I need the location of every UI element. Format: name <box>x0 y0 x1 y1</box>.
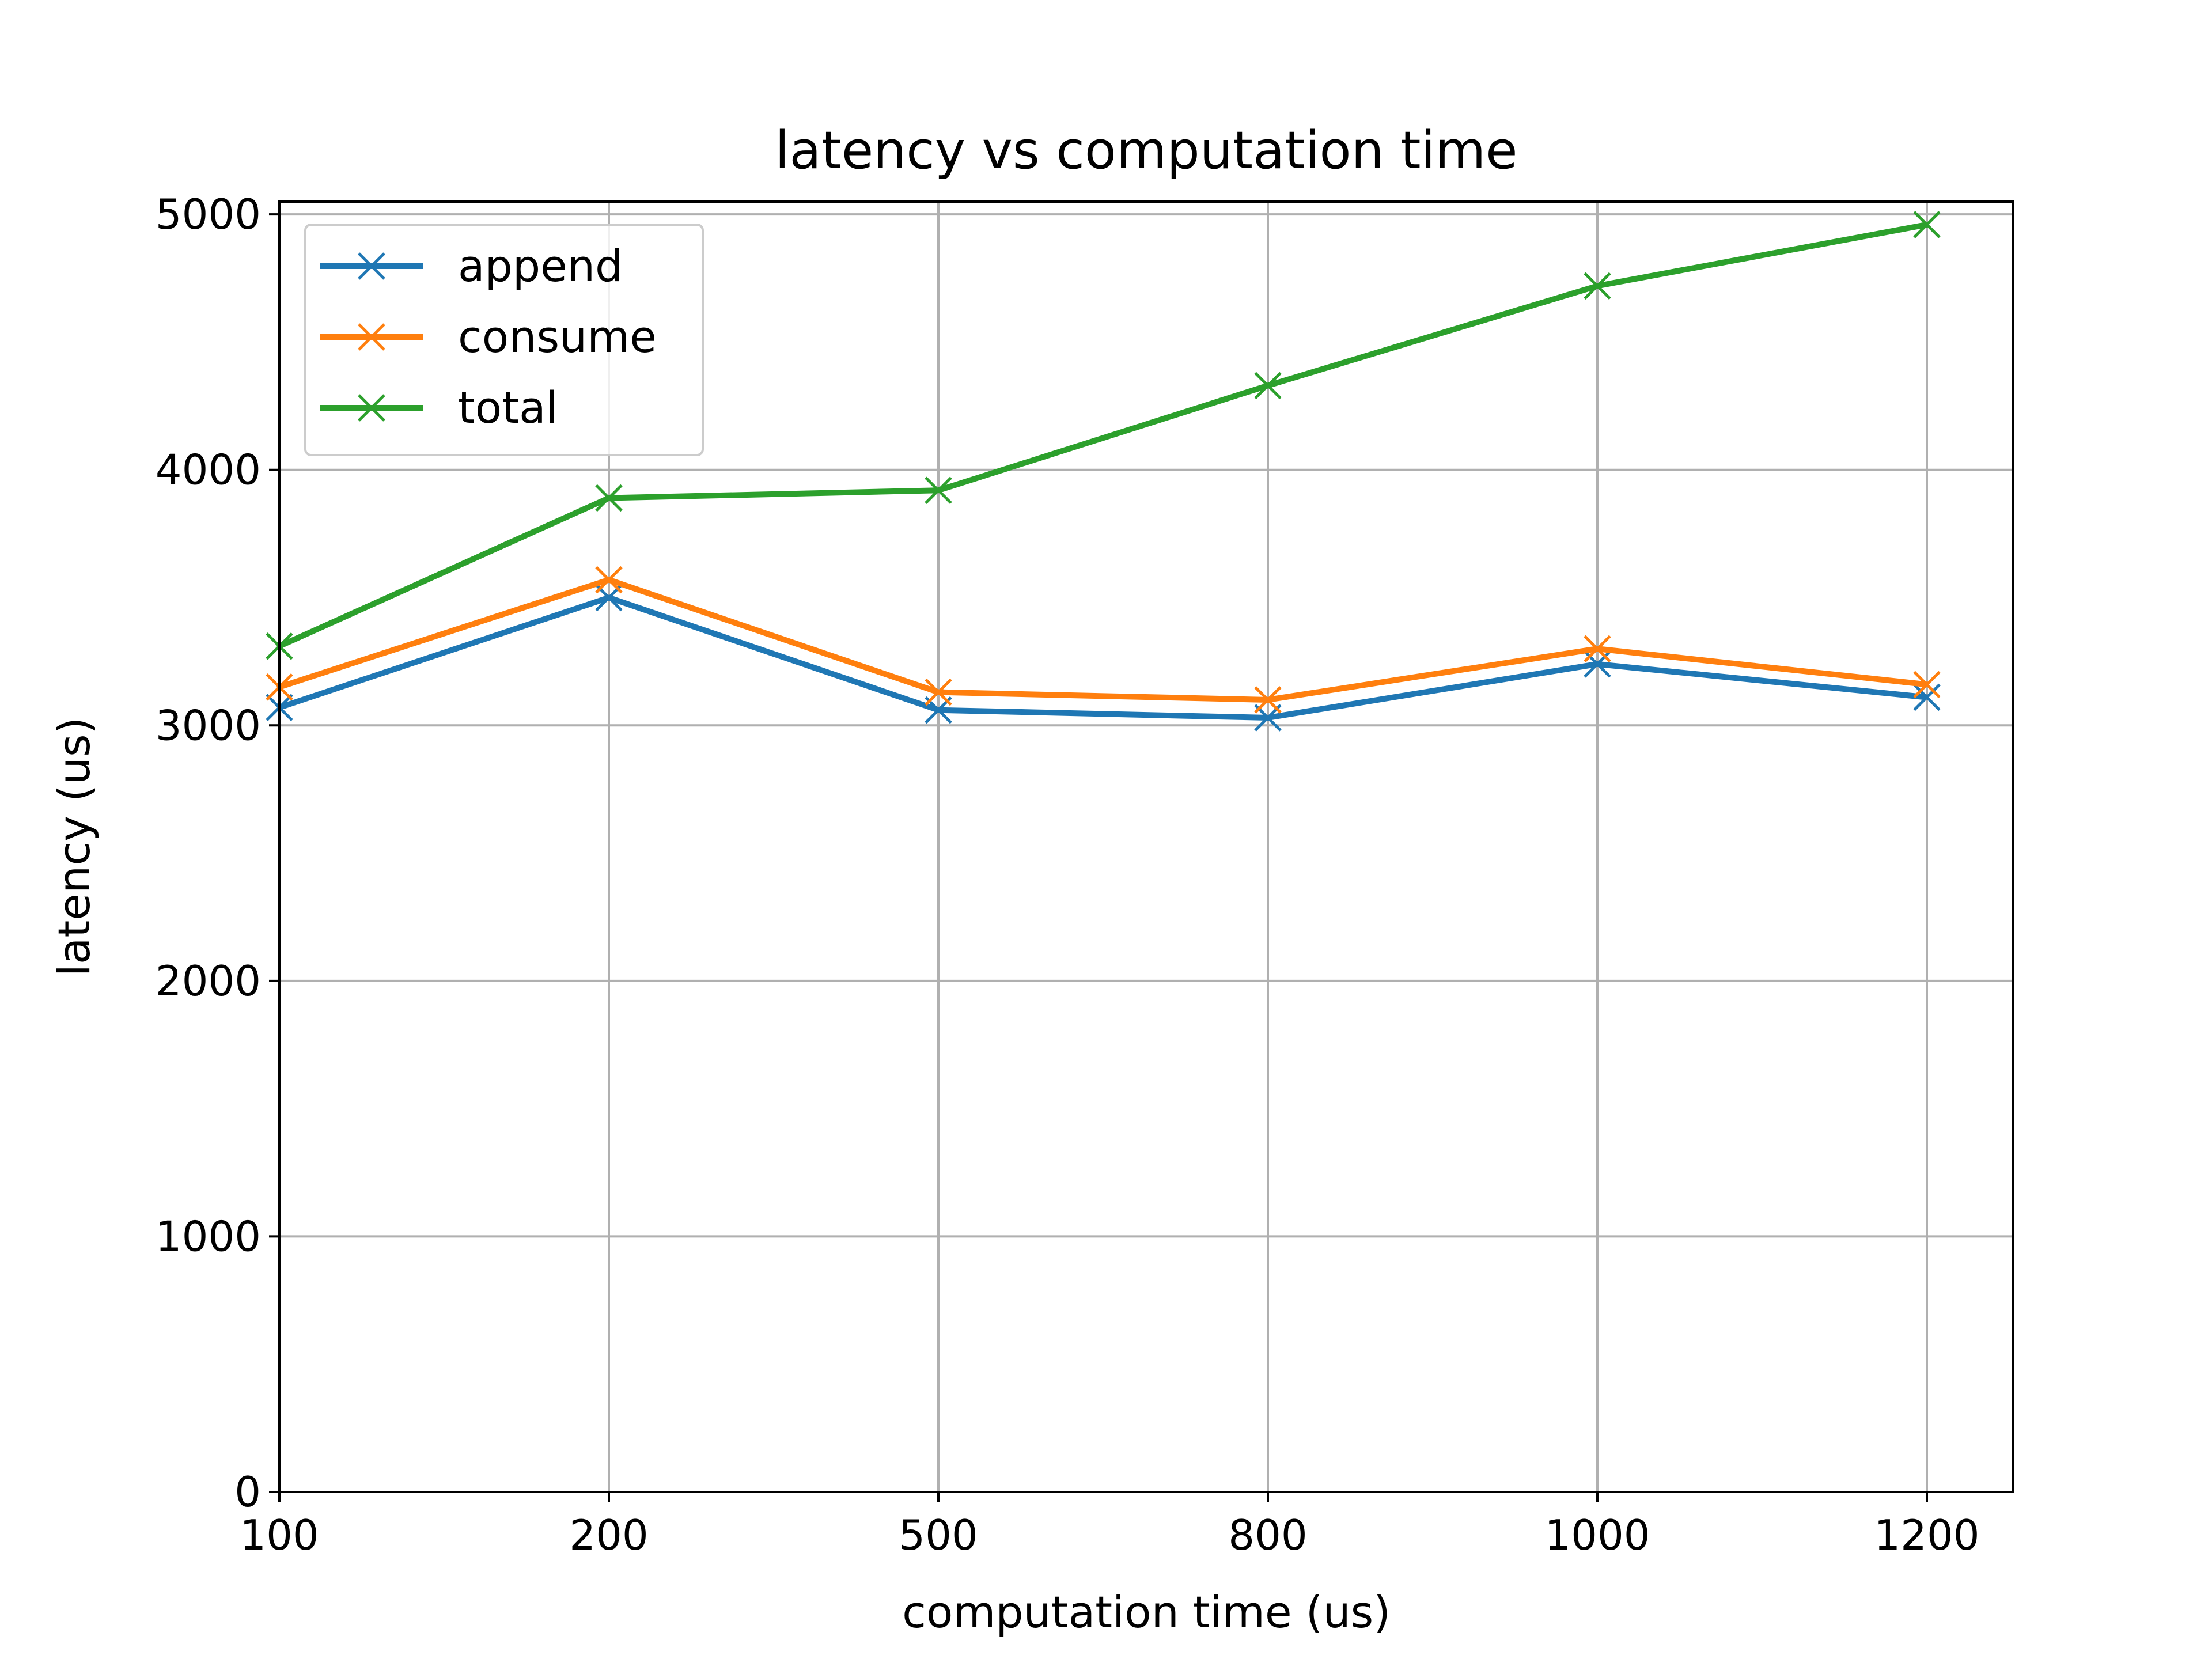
data-point-marker <box>595 566 623 594</box>
y-tick-label: 1000 <box>156 1212 261 1260</box>
y-axis-title: latency (us) <box>48 717 100 976</box>
data-point-marker <box>925 476 952 504</box>
series-line <box>278 577 1927 703</box>
chart-title: latency vs computation time <box>775 120 1517 181</box>
x-tick-label: 1000 <box>1544 1511 1650 1559</box>
series-line <box>278 594 1927 721</box>
data-point-marker <box>595 484 623 512</box>
x-tick-label: 200 <box>569 1511 648 1559</box>
data-point-marker <box>1254 686 1282 714</box>
series-total <box>266 211 1941 660</box>
legend-item-total: total <box>320 382 558 433</box>
y-tick-label: 5000 <box>156 190 261 238</box>
legend-item-append: append <box>320 240 623 291</box>
legend-marker <box>358 394 385 422</box>
legend-box <box>304 224 704 456</box>
series-lines <box>266 211 1941 732</box>
legend-label: append <box>458 240 623 291</box>
x-tick-label: 1200 <box>1874 1511 1979 1559</box>
data-point-marker <box>1584 635 1611 663</box>
axis-ticks: 100 200 500 800 1000 1200 0 1000 2000 3000 4000 500… <box>156 190 1980 1559</box>
y-tick-label: 0 <box>234 1468 261 1516</box>
data-point-marker <box>925 678 952 706</box>
data-point-marker <box>1913 671 1941 699</box>
legend-label: total <box>458 382 558 433</box>
x-tick-label: 800 <box>1228 1511 1307 1559</box>
legend-item-consume: consume <box>320 311 657 362</box>
y-tick-label: 3000 <box>156 701 261 749</box>
legend-marker <box>358 323 385 351</box>
legend: append consume total <box>304 224 704 456</box>
grid <box>278 202 2013 1493</box>
data-point-marker <box>1254 372 1282 400</box>
legend-label: consume <box>458 311 657 362</box>
data-point-marker <box>1584 272 1611 300</box>
series-line <box>278 222 1927 649</box>
x-tick-label: 100 <box>240 1511 319 1559</box>
legend-marker <box>358 252 385 280</box>
x-axis-title: computation time (us) <box>902 1586 1391 1638</box>
plot-frame <box>278 200 2014 1493</box>
x-tick-label: 500 <box>899 1511 978 1559</box>
data-point-marker <box>1913 683 1941 711</box>
y-tick-label: 4000 <box>156 446 261 494</box>
y-tick-label: 2000 <box>156 957 261 1005</box>
data-point-marker <box>1913 211 1941 238</box>
